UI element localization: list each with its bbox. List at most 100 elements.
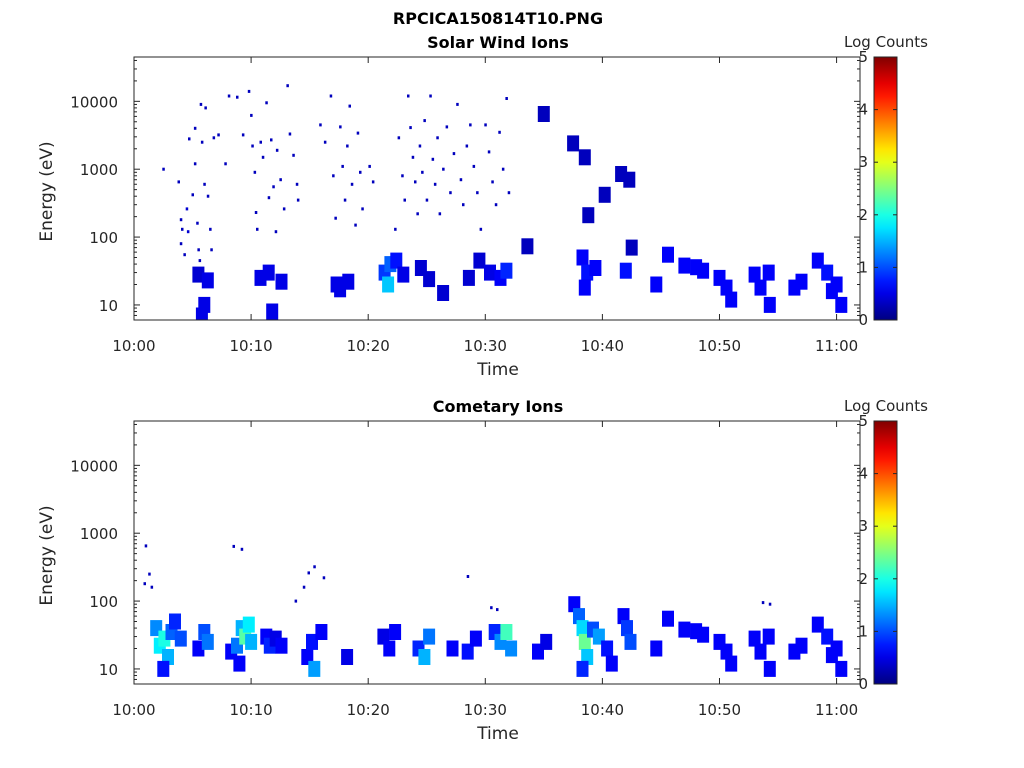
heatmap-cell: [582, 207, 595, 224]
data-point: [236, 95, 239, 99]
data-point: [322, 576, 326, 580]
data-point: [209, 227, 212, 231]
data-point: [186, 230, 190, 234]
data-point: [476, 191, 479, 195]
data-point: [407, 94, 410, 98]
data-point: [302, 585, 306, 589]
heatmap-cell: [201, 272, 214, 289]
heatmap-cell: [762, 264, 775, 281]
heatmap-cell: [754, 643, 767, 660]
data-point: [210, 248, 213, 252]
heatmap-cell: [275, 637, 288, 654]
heatmap-cell: [192, 266, 205, 283]
colorbar-tick-label: 1: [858, 258, 868, 276]
data-point: [241, 133, 245, 137]
data-point: [431, 157, 435, 161]
y-axis-label: Energy (eV): [37, 141, 57, 241]
data-point: [197, 248, 200, 252]
data-point: [307, 571, 310, 575]
heatmap-cell: [505, 640, 518, 657]
data-point: [224, 162, 227, 166]
heatmap-cell: [621, 620, 633, 637]
data-point: [274, 230, 278, 234]
data-point: [250, 113, 253, 117]
heatmap-cell: [315, 624, 328, 640]
heatmap-cell: [174, 630, 187, 647]
data-point: [491, 180, 494, 184]
data-point: [409, 126, 412, 130]
data-point: [181, 227, 184, 231]
data-point: [354, 223, 357, 227]
data-point: [433, 182, 437, 186]
data-point: [254, 211, 258, 214]
data-point: [193, 126, 197, 130]
data-point: [421, 170, 424, 174]
heatmap-cell: [576, 249, 589, 266]
data-point: [472, 164, 476, 168]
heatmap-cell: [625, 239, 638, 256]
data-point: [456, 102, 459, 106]
heatmap-cell: [763, 660, 776, 677]
data-point: [425, 198, 429, 202]
heatmap-cell: [262, 264, 275, 281]
data-point: [356, 131, 360, 135]
data-point: [479, 227, 483, 231]
heatmap-cell: [341, 649, 354, 665]
x-tick-label: 10:00: [112, 701, 155, 719]
panel-1: Solar Wind Ions 10:00 10:10 10:20 10:30 10:40…: [37, 33, 928, 380]
data-point: [286, 84, 289, 88]
data-point: [177, 180, 180, 184]
data-point: [212, 136, 216, 140]
data-point: [256, 227, 259, 231]
heatmap-cell: [678, 621, 691, 638]
heatmap-cell: [423, 271, 436, 288]
data-point: [462, 203, 465, 207]
x-tick-label: 10:10: [229, 337, 272, 355]
data-point: [359, 170, 362, 174]
heatmap-cell: [382, 276, 395, 293]
data-point: [179, 218, 183, 222]
data-point: [490, 606, 493, 610]
heatmap-cell: [725, 291, 738, 308]
heatmap-cell: [754, 279, 767, 296]
data-point: [295, 182, 299, 186]
heatmap-cell: [192, 640, 205, 657]
data-point: [232, 544, 235, 548]
colorbar-tick-label: 4: [858, 465, 868, 483]
heatmap-cell: [473, 252, 486, 269]
y-tick-label: 10: [99, 297, 118, 315]
colorbar-tick-label: 3: [858, 153, 868, 171]
heatmap-cell: [821, 264, 834, 281]
panel-title: Cometary Ions: [433, 397, 563, 416]
colorbar-gradient: [873, 420, 898, 685]
data-point: [183, 253, 186, 257]
data-point: [442, 167, 445, 171]
x-tick-label: 10:40: [581, 701, 624, 719]
heatmap-cell: [589, 260, 602, 276]
heatmap-cell: [233, 655, 246, 672]
heatmap-cell: [418, 649, 431, 665]
data-point: [348, 104, 351, 108]
data-point: [240, 547, 244, 551]
heatmap-cell: [567, 135, 580, 152]
data-point: [323, 140, 327, 144]
data-point: [196, 221, 199, 225]
heatmap-cell: [540, 633, 553, 650]
data-point: [397, 136, 401, 140]
spectrogram-data: [162, 84, 848, 320]
y-tick-label: 100: [89, 229, 118, 247]
data-point: [761, 601, 765, 605]
data-point: [150, 585, 154, 589]
data-point: [279, 178, 282, 182]
colorbar-tick-label: 4: [858, 101, 868, 119]
heatmap-cell: [811, 616, 824, 633]
heatmap-cell: [650, 276, 663, 293]
heatmap-cell: [830, 276, 843, 293]
x-tick-label: 11:00: [815, 337, 858, 355]
heatmap-cell: [605, 655, 618, 672]
x-axis-label: Time: [476, 724, 519, 744]
heatmap-cell: [576, 620, 589, 637]
x-tick-label: 10:20: [347, 701, 390, 719]
data-point: [429, 94, 432, 98]
